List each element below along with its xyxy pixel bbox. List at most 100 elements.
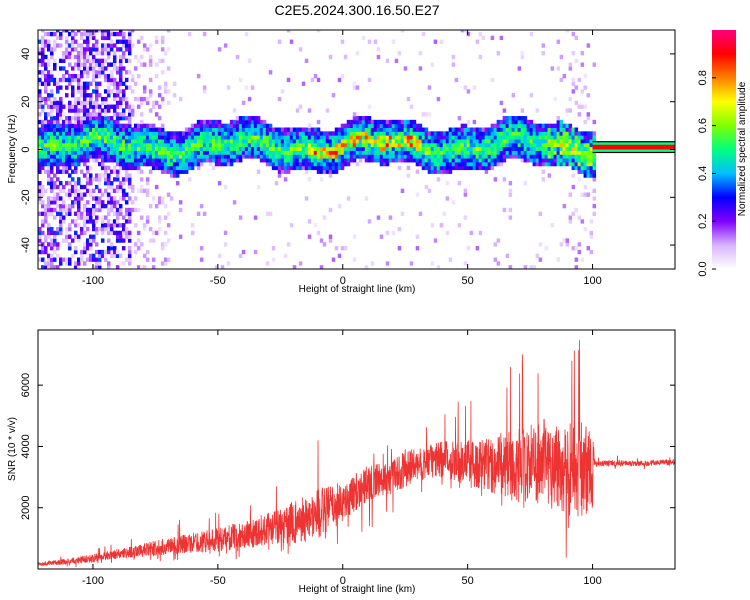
heatmap-cell bbox=[91, 234, 96, 239]
heatmap-cell bbox=[124, 39, 129, 44]
heatmap-cell bbox=[106, 123, 111, 129]
heatmap-cell bbox=[115, 234, 120, 239]
heatmap-cell bbox=[91, 223, 96, 228]
heatmap-cell bbox=[301, 142, 306, 148]
heatmap-cell bbox=[307, 165, 312, 171]
heatmap-cell bbox=[412, 158, 417, 163]
heatmap-cell bbox=[286, 146, 291, 151]
heatmap-cell bbox=[64, 142, 69, 148]
heatmap-cell bbox=[55, 100, 60, 106]
heatmap-cell bbox=[127, 249, 132, 255]
heatmap-cell bbox=[577, 154, 582, 159]
heatmap-cell bbox=[118, 100, 123, 106]
heatmap-cell bbox=[565, 127, 570, 132]
heatmap-cell bbox=[193, 123, 198, 129]
heatmap-cell bbox=[319, 142, 324, 148]
heatmap-cell bbox=[244, 131, 249, 136]
heatmap-cell bbox=[433, 154, 438, 159]
heatmap-cell bbox=[574, 161, 579, 167]
heatmap-cell bbox=[67, 47, 72, 52]
heatmap-cell bbox=[274, 154, 279, 159]
heatmap-cell bbox=[493, 158, 498, 163]
heatmap-cell bbox=[283, 146, 288, 151]
heatmap-cell bbox=[94, 219, 99, 224]
heatmap-cell bbox=[52, 58, 57, 64]
heatmap-cell bbox=[121, 238, 126, 243]
heatmap-cell bbox=[136, 146, 141, 151]
heatmap-cell bbox=[562, 158, 567, 163]
heatmap-cell bbox=[94, 100, 99, 106]
heatmap-cell bbox=[142, 188, 147, 194]
heatmap-cell bbox=[247, 123, 252, 129]
heatmap-cell bbox=[220, 142, 225, 148]
heatmap-cell bbox=[580, 150, 585, 155]
heatmap-cell bbox=[496, 51, 501, 56]
heatmap-cell bbox=[97, 108, 102, 113]
heatmap-cell bbox=[52, 104, 57, 109]
heatmap-cell bbox=[334, 150, 339, 155]
heatmap-cell bbox=[64, 238, 69, 243]
heatmap-cell bbox=[112, 123, 117, 129]
heatmap-cell bbox=[469, 158, 474, 163]
heatmap-cell bbox=[124, 165, 129, 171]
heatmap-cell bbox=[370, 127, 375, 132]
heatmap-cell bbox=[166, 223, 171, 228]
heatmap-cell bbox=[310, 131, 315, 136]
heatmap-cell bbox=[508, 142, 513, 148]
heatmap-cell bbox=[49, 31, 54, 37]
heatmap-cell bbox=[109, 142, 114, 148]
heatmap-cell bbox=[97, 131, 102, 136]
heatmap-cell bbox=[499, 131, 504, 136]
heatmap-cell bbox=[586, 246, 591, 251]
heatmap-cell bbox=[340, 161, 345, 167]
heatmap-cell bbox=[70, 108, 75, 113]
heatmap-cell bbox=[43, 261, 48, 266]
heatmap-cell bbox=[274, 142, 279, 148]
heatmap-cell bbox=[91, 131, 96, 136]
heatmap-cell bbox=[400, 131, 405, 136]
heatmap-cell bbox=[100, 100, 105, 106]
heatmap-cell bbox=[85, 31, 90, 37]
heatmap-cell bbox=[451, 146, 456, 151]
heatmap-cell bbox=[121, 150, 126, 155]
heatmap-cell bbox=[589, 138, 594, 144]
heatmap-cell bbox=[100, 62, 105, 67]
heatmap-cell bbox=[106, 207, 111, 213]
heatmap-cell bbox=[100, 173, 105, 178]
heatmap-cell bbox=[520, 123, 525, 129]
heatmap-cell bbox=[64, 54, 69, 60]
heatmap-cell bbox=[130, 161, 135, 167]
heatmap-cell bbox=[127, 138, 132, 144]
heatmap-cell bbox=[559, 138, 564, 144]
heatmap-cell bbox=[448, 154, 453, 159]
heatmap-cell bbox=[430, 165, 435, 171]
heatmap-cell bbox=[106, 154, 111, 159]
heatmap-cell bbox=[301, 81, 306, 86]
heatmap-cell bbox=[451, 161, 456, 167]
heatmap-cell bbox=[292, 265, 297, 269]
heatmap-cell bbox=[46, 127, 51, 132]
heatmap-cell bbox=[172, 169, 177, 174]
heatmap-cell bbox=[118, 234, 123, 239]
heatmap-cell bbox=[517, 150, 522, 155]
heatmap-cell bbox=[496, 154, 501, 159]
heatmap-cell bbox=[199, 150, 204, 155]
heatmap-cell bbox=[82, 62, 87, 67]
heatmap-cell bbox=[199, 257, 204, 262]
heatmap-cell bbox=[187, 150, 192, 155]
heatmap-cell bbox=[157, 127, 162, 132]
heatmap-cell bbox=[487, 138, 492, 144]
heatmap-cell bbox=[283, 177, 288, 182]
heatmap-cell bbox=[541, 131, 546, 136]
heatmap-cell bbox=[85, 154, 90, 159]
heatmap-cell bbox=[46, 31, 51, 37]
heatmap-cell bbox=[106, 51, 111, 56]
heatmap-cell bbox=[103, 77, 108, 83]
heatmap-cell bbox=[562, 127, 567, 132]
heatmap-cell bbox=[574, 131, 579, 136]
heatmap-cell bbox=[358, 119, 363, 125]
heatmap-cell bbox=[148, 169, 153, 174]
heatmap-cell bbox=[58, 116, 63, 121]
heatmap-cell bbox=[154, 35, 159, 41]
heatmap-cell bbox=[148, 142, 153, 148]
